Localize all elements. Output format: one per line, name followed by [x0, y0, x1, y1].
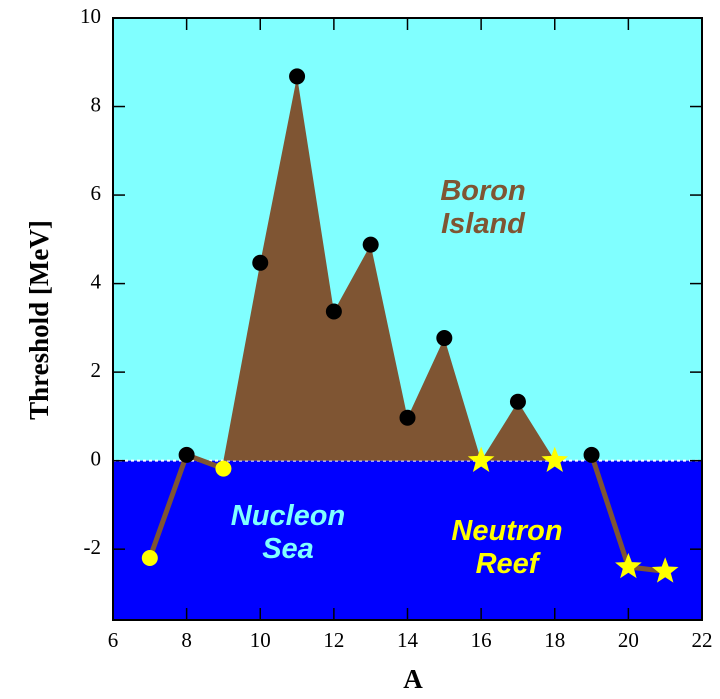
x-tick-label: 14: [397, 628, 419, 652]
x-tick-label: 22: [692, 628, 713, 652]
point: [325, 303, 342, 320]
y-tick-label: 8: [91, 92, 102, 116]
y-tick-label: 10: [80, 4, 101, 28]
x-tick-label: 12: [323, 628, 344, 652]
point: [215, 460, 232, 477]
sky: [113, 18, 702, 461]
star-marker: [651, 557, 679, 583]
x-tick-label: 6: [108, 628, 119, 652]
x-tick-label: 8: [181, 628, 192, 652]
annotation: Island: [441, 208, 526, 240]
star-marker: [541, 446, 569, 472]
point: [436, 330, 453, 347]
y-tick-label: 0: [91, 446, 102, 470]
annotation: Boron: [440, 175, 525, 207]
star-marker: [467, 446, 495, 472]
point: [399, 409, 416, 426]
point: [178, 446, 195, 463]
point: [289, 68, 306, 85]
island: [223, 76, 555, 461]
point: [141, 550, 158, 567]
x-tick-label: 16: [471, 628, 492, 652]
y-axis-label: Threshold [MeV]: [24, 220, 54, 420]
annotation: Nucleon: [231, 500, 345, 532]
sea: [113, 460, 702, 620]
x-axis-label: A: [403, 664, 423, 694]
y-tick-label: 2: [91, 358, 102, 382]
point: [252, 254, 269, 271]
x-tick-label: 18: [544, 628, 565, 652]
plot-frame: [112, 17, 703, 621]
y-tick-label: 6: [91, 181, 102, 205]
y-tick-label: 4: [91, 269, 102, 293]
point: [583, 446, 600, 463]
annotation: Neutron: [451, 515, 562, 547]
y-tick-label: -2: [84, 535, 102, 559]
star-marker: [615, 552, 642, 579]
x-tick-label: 20: [618, 628, 639, 652]
annotation: Reef: [476, 548, 542, 580]
point: [509, 393, 526, 410]
annotation: Sea: [262, 533, 314, 565]
point: [362, 236, 379, 253]
x-tick-label: 10: [250, 628, 271, 652]
